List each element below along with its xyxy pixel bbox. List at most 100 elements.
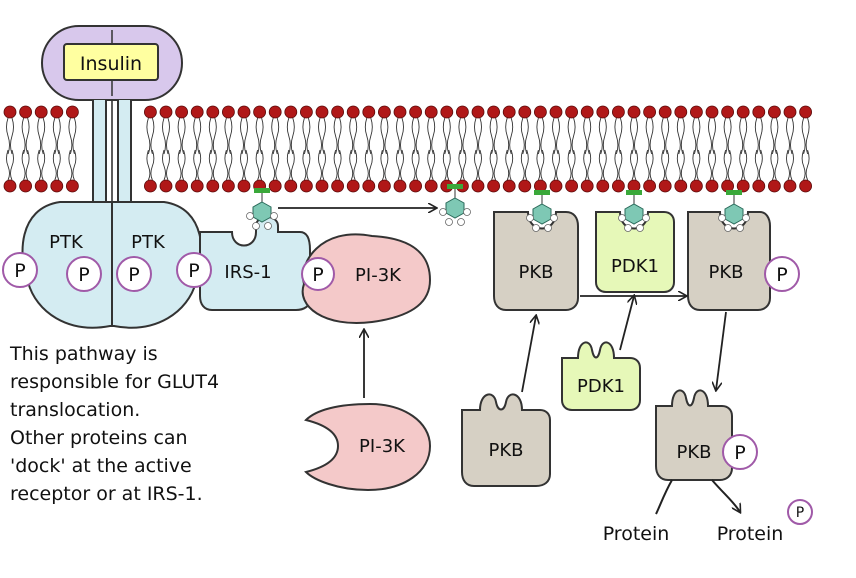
phosphate-label: P — [776, 264, 787, 286]
note-line: This pathway is — [10, 343, 158, 365]
phospholipid — [502, 105, 516, 193]
pdk1-membrane: PDK1 — [595, 211, 675, 293]
phospholipid — [783, 105, 797, 193]
phospholipid — [424, 105, 438, 193]
pip3-lipid — [246, 188, 278, 230]
phospholipid — [175, 105, 189, 193]
phospholipid — [346, 105, 360, 193]
phosphate-label: P — [796, 505, 804, 521]
phospholipid — [799, 105, 812, 193]
arrow-pkb-release — [716, 311, 727, 390]
phospholipid — [627, 105, 641, 193]
phospholipid — [299, 105, 313, 193]
pi3k-bound: PI-3K — [301, 233, 432, 324]
pkb-membrane-label: PKB — [518, 262, 553, 283]
pi3k-bound-label: PI-3K — [355, 265, 402, 286]
phosphate-groups: P P P P P P P P — [2, 252, 813, 525]
substrate-curve-out — [711, 479, 740, 512]
phospholipid — [284, 105, 298, 193]
phospholipid — [409, 105, 423, 193]
pdk1-free-label: PDK1 — [577, 376, 625, 397]
phospholipid — [237, 105, 251, 193]
phospholipid — [362, 105, 376, 193]
phospholipid — [674, 105, 688, 193]
ptk-right-label: PTK — [131, 232, 166, 253]
pkb-active-label: PKB — [676, 442, 711, 463]
phosphate-label: P — [734, 442, 745, 464]
irs1-label: IRS-1 — [224, 262, 271, 283]
insulin-label: Insulin — [80, 53, 142, 75]
phosphate-badge: P — [787, 499, 813, 525]
phospholipid — [253, 105, 267, 193]
phospholipid — [565, 105, 578, 193]
pdk1-free: PDK1 — [561, 341, 641, 411]
phospholipid — [3, 105, 17, 193]
cell-membrane — [3, 105, 812, 193]
protein-in-label: Protein — [603, 523, 670, 545]
phosphate-badge: P — [66, 256, 102, 292]
phospholipid — [206, 105, 220, 193]
phospholipid — [596, 105, 610, 193]
phospholipid — [34, 105, 48, 193]
phosphoinositide-lipids — [246, 184, 750, 232]
phospholipid — [768, 105, 781, 193]
phospholipid — [643, 105, 656, 193]
phospholipid — [377, 105, 391, 193]
pkb-phos-label: PKB — [708, 262, 743, 283]
phosphate-label: P — [312, 264, 323, 286]
phosphate-label: P — [14, 260, 25, 282]
phospholipid — [268, 105, 282, 193]
note-line: Other proteins can — [10, 427, 188, 449]
phosphate-label: P — [128, 264, 139, 286]
phosphate-badge: P — [722, 434, 758, 470]
phospholipid — [190, 105, 204, 193]
phospholipid — [549, 105, 563, 193]
pkb-free: PKB — [461, 393, 551, 487]
phospholipid — [159, 105, 173, 193]
insulin-box — [63, 43, 159, 81]
phospholipid — [658, 105, 672, 193]
phospholipid — [455, 105, 469, 193]
pip3-lipid — [526, 190, 558, 232]
phospholipid — [736, 105, 750, 193]
phosphate-badge: P — [764, 256, 800, 292]
pathway-note: This pathway is responsible for GLUT4 tr… — [10, 340, 310, 508]
phospholipid — [612, 105, 625, 193]
ptk-left-label: PTK — [49, 232, 84, 253]
pkb-active: PKB — [655, 389, 733, 481]
irs1-protein: IRS-1 — [199, 216, 311, 311]
phospholipid — [487, 105, 501, 193]
insulin-receptor: Insulin PTK PTK — [21, 25, 203, 329]
phospholipid — [50, 105, 64, 193]
phospholipid — [580, 105, 594, 193]
phospholipid — [393, 105, 407, 193]
note-line: responsible for GLUT4 — [10, 371, 220, 393]
arrow-pkb-recruit — [521, 316, 536, 393]
phospholipid — [440, 105, 454, 193]
pip3-lipid — [439, 184, 471, 226]
substrate-curve-in — [655, 479, 673, 515]
pkb-phosphorylated: PKB — [687, 211, 771, 311]
phospholipid — [143, 105, 157, 193]
pkb-membrane: PKB — [493, 211, 579, 311]
pathway-arrows — [278, 208, 727, 398]
pi3k-free-label: PI-3K — [359, 436, 406, 457]
pip3-lipid — [618, 190, 650, 232]
phospholipid — [721, 105, 734, 193]
pkb-free-label: PKB — [488, 440, 523, 461]
phospholipid — [752, 105, 766, 193]
phosphate-label: P — [188, 260, 199, 282]
pdk1-membrane-label: PDK1 — [611, 256, 659, 277]
phospholipid — [534, 105, 547, 193]
phospholipid — [331, 105, 345, 193]
phosphate-badge: P — [2, 252, 38, 288]
phosphate-label: P — [78, 264, 89, 286]
phosphate-badge: P — [176, 252, 212, 288]
pip3-lipid — [718, 190, 750, 232]
phospholipid — [471, 105, 485, 193]
phospholipid — [221, 105, 235, 193]
phosphate-badge: P — [301, 257, 335, 291]
phospholipid — [315, 105, 329, 193]
phosphate-badge: P — [116, 256, 152, 292]
